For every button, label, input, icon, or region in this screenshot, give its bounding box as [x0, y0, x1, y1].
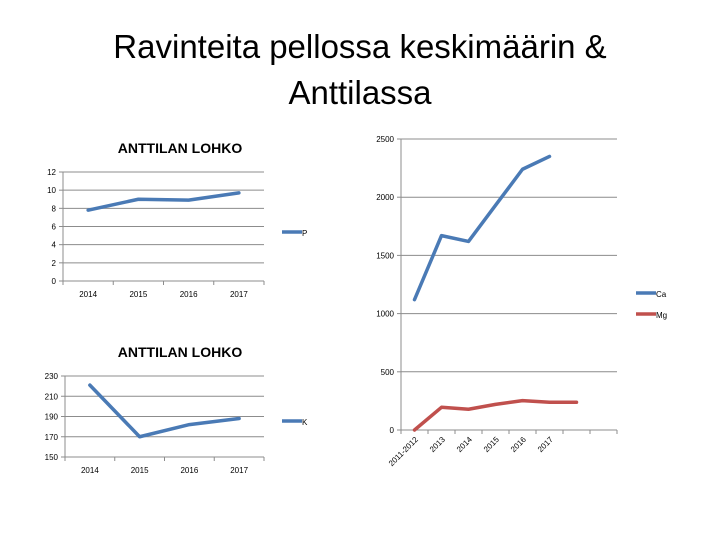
- legend-label-p: P: [302, 229, 307, 238]
- slide-title-line-1: Ravinteita pellossa keskimäärin &: [113, 28, 607, 65]
- y-tick-label: 2: [52, 259, 57, 268]
- x-tick-label: 2017: [536, 435, 555, 454]
- series-line-p: [86, 191, 241, 212]
- y-tick-label: 2500: [376, 135, 394, 144]
- series-line-mg: [412, 398, 579, 432]
- x-tick-label: 2014: [79, 290, 97, 299]
- x-tick-label: 2015: [131, 466, 149, 475]
- slide-title: Ravinteita pellossa keskimäärin & Anttil…: [0, 24, 720, 116]
- y-tick-label: 0: [52, 277, 57, 286]
- x-tick-label: 2014: [455, 435, 474, 454]
- legend-label-ca: Ca: [656, 290, 667, 299]
- x-tick-label: 2011-2012: [387, 435, 420, 468]
- x-tick-label: 2016: [180, 290, 198, 299]
- legend-label-k: K: [302, 418, 308, 427]
- y-tick-label: 1000: [376, 310, 394, 319]
- y-tick-label: 500: [381, 368, 395, 377]
- y-tick-label: 190: [45, 413, 59, 422]
- y-tick-label: 1500: [376, 251, 394, 260]
- y-tick-label: 12: [47, 168, 56, 177]
- legend-label-mg: Mg: [656, 311, 667, 320]
- y-tick-label: 0: [390, 426, 395, 435]
- y-tick-label: 8: [52, 204, 57, 213]
- chart-title: ANTTILAN LOHKO: [118, 344, 243, 360]
- series-line-ca: [412, 154, 552, 302]
- x-tick-label: 2017: [230, 466, 248, 475]
- y-tick-label: 4: [52, 241, 57, 250]
- x-tick-label: 2015: [482, 435, 501, 454]
- y-tick-label: 10: [47, 186, 56, 195]
- y-tick-label: 150: [45, 453, 59, 462]
- x-tick-label: 2015: [129, 290, 147, 299]
- series-line-k: [88, 383, 241, 439]
- y-tick-label: 2000: [376, 193, 394, 202]
- y-tick-label: 170: [45, 433, 59, 442]
- x-tick-label: 2017: [230, 290, 248, 299]
- y-tick-label: 210: [45, 392, 59, 401]
- chart-title: ANTTILAN LOHKO: [118, 140, 243, 156]
- x-tick-label: 2016: [509, 435, 528, 454]
- slide-title-line-2: Anttilassa: [288, 74, 432, 111]
- x-tick-label: 2013: [428, 435, 447, 454]
- x-tick-label: 2014: [81, 466, 99, 475]
- x-tick-label: 2016: [180, 466, 198, 475]
- y-tick-label: 6: [52, 223, 57, 232]
- y-tick-label: 230: [45, 372, 59, 381]
